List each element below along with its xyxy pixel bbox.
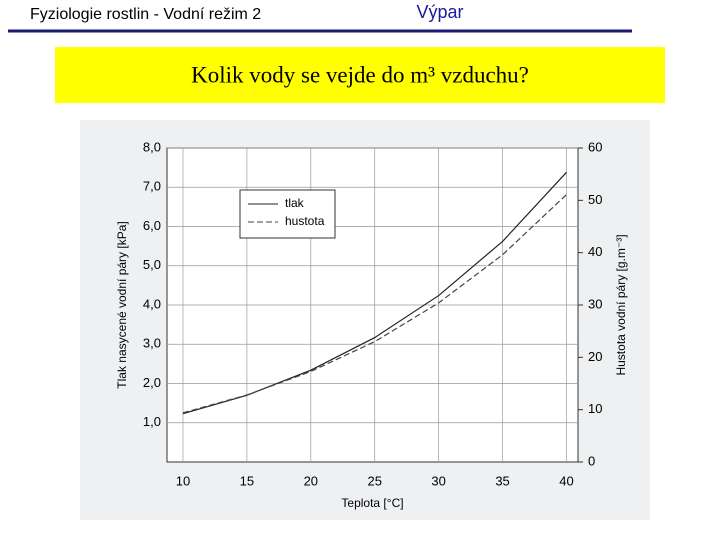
- x-tick-label: 35: [495, 473, 509, 488]
- x-tick-label: 10: [176, 473, 190, 488]
- banner: Kolik vody se vejde do m³ vzduchu?: [191, 62, 529, 87]
- y2-tick-label: 30: [588, 296, 602, 311]
- y-tick-label: 1,0: [143, 414, 161, 429]
- legend-label: hustota: [285, 214, 325, 228]
- y-tick-label: 2,0: [143, 375, 161, 390]
- y2-axis-label: Hustota vodní páry [g.m⁻³]: [614, 234, 628, 375]
- x-axis-label: Teplota [°C]: [341, 496, 403, 510]
- y-tick-label: 8,0: [143, 139, 161, 154]
- x-tick-label: 15: [240, 473, 254, 488]
- y-tick-label: 7,0: [143, 179, 161, 194]
- y2-tick-label: 20: [588, 349, 602, 364]
- y2-tick-label: 60: [588, 139, 602, 154]
- y2-tick-label: 0: [588, 453, 595, 468]
- y-tick-label: 4,0: [143, 296, 161, 311]
- legend-box: [239, 189, 336, 239]
- x-tick-label: 20: [304, 473, 318, 488]
- x-tick-label: 40: [559, 473, 573, 488]
- y-tick-label: 6,0: [143, 218, 161, 233]
- legend-label: tlak: [285, 196, 305, 210]
- banner-box: [55, 47, 665, 103]
- x-tick-label: 25: [368, 473, 382, 488]
- y2-tick-label: 40: [588, 244, 602, 259]
- line-series: [182, 194, 567, 414]
- chart: 10 15 20 25 30 35 40 1,0 2,0 3,0 4,0 5,0 6,0 7,0 8,0 0 1…: [115, 139, 628, 510]
- header-left: Fyziologie rostlin - Vodní režim 2: [30, 6, 261, 23]
- header-right: Výpar: [416, 2, 463, 22]
- x-tick-label: 30: [431, 473, 445, 488]
- y-tick-label: 5,0: [143, 257, 161, 272]
- y-axis-label: Tlak nasycené vodní páry [kPa]: [115, 221, 129, 388]
- y2-tick-label: 50: [588, 192, 602, 207]
- y2-tick-label: 10: [588, 401, 602, 416]
- y-tick-label: 3,0: [143, 336, 161, 351]
